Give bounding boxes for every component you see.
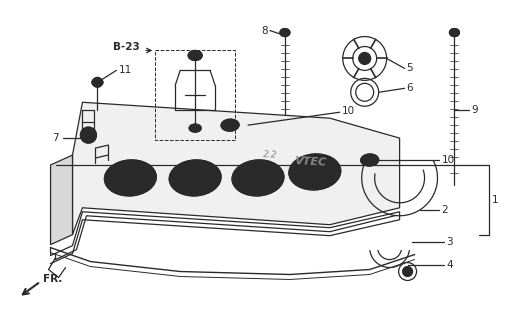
Ellipse shape — [188, 51, 202, 60]
Ellipse shape — [105, 160, 156, 196]
Circle shape — [80, 127, 97, 143]
Ellipse shape — [92, 78, 103, 86]
Ellipse shape — [246, 169, 270, 187]
Circle shape — [92, 77, 103, 87]
Ellipse shape — [169, 160, 221, 196]
Polygon shape — [73, 102, 400, 235]
Ellipse shape — [118, 169, 142, 187]
Ellipse shape — [450, 28, 459, 36]
Ellipse shape — [232, 160, 284, 196]
Text: 10: 10 — [342, 106, 355, 116]
Ellipse shape — [361, 154, 378, 166]
Text: 1: 1 — [491, 195, 498, 205]
Text: VTEC: VTEC — [294, 156, 326, 168]
Text: 11: 11 — [118, 65, 132, 76]
Polygon shape — [51, 155, 73, 244]
Text: 7: 7 — [52, 133, 58, 143]
Text: B-23: B-23 — [113, 43, 140, 52]
Ellipse shape — [280, 28, 290, 36]
Text: 9: 9 — [471, 105, 478, 115]
Text: FR.: FR. — [43, 275, 62, 284]
Ellipse shape — [183, 169, 207, 187]
Text: 5: 5 — [406, 63, 413, 73]
Circle shape — [403, 267, 412, 276]
Circle shape — [359, 52, 371, 64]
Text: 8: 8 — [261, 26, 268, 36]
Text: 6: 6 — [406, 83, 413, 93]
Ellipse shape — [289, 154, 341, 190]
Ellipse shape — [221, 119, 239, 131]
Text: 10: 10 — [441, 155, 455, 165]
Ellipse shape — [189, 124, 201, 132]
Ellipse shape — [303, 164, 327, 180]
Text: 2: 2 — [441, 205, 448, 215]
Text: 2.2: 2.2 — [263, 150, 277, 160]
Text: 4: 4 — [447, 260, 453, 269]
Text: 3: 3 — [447, 237, 453, 247]
